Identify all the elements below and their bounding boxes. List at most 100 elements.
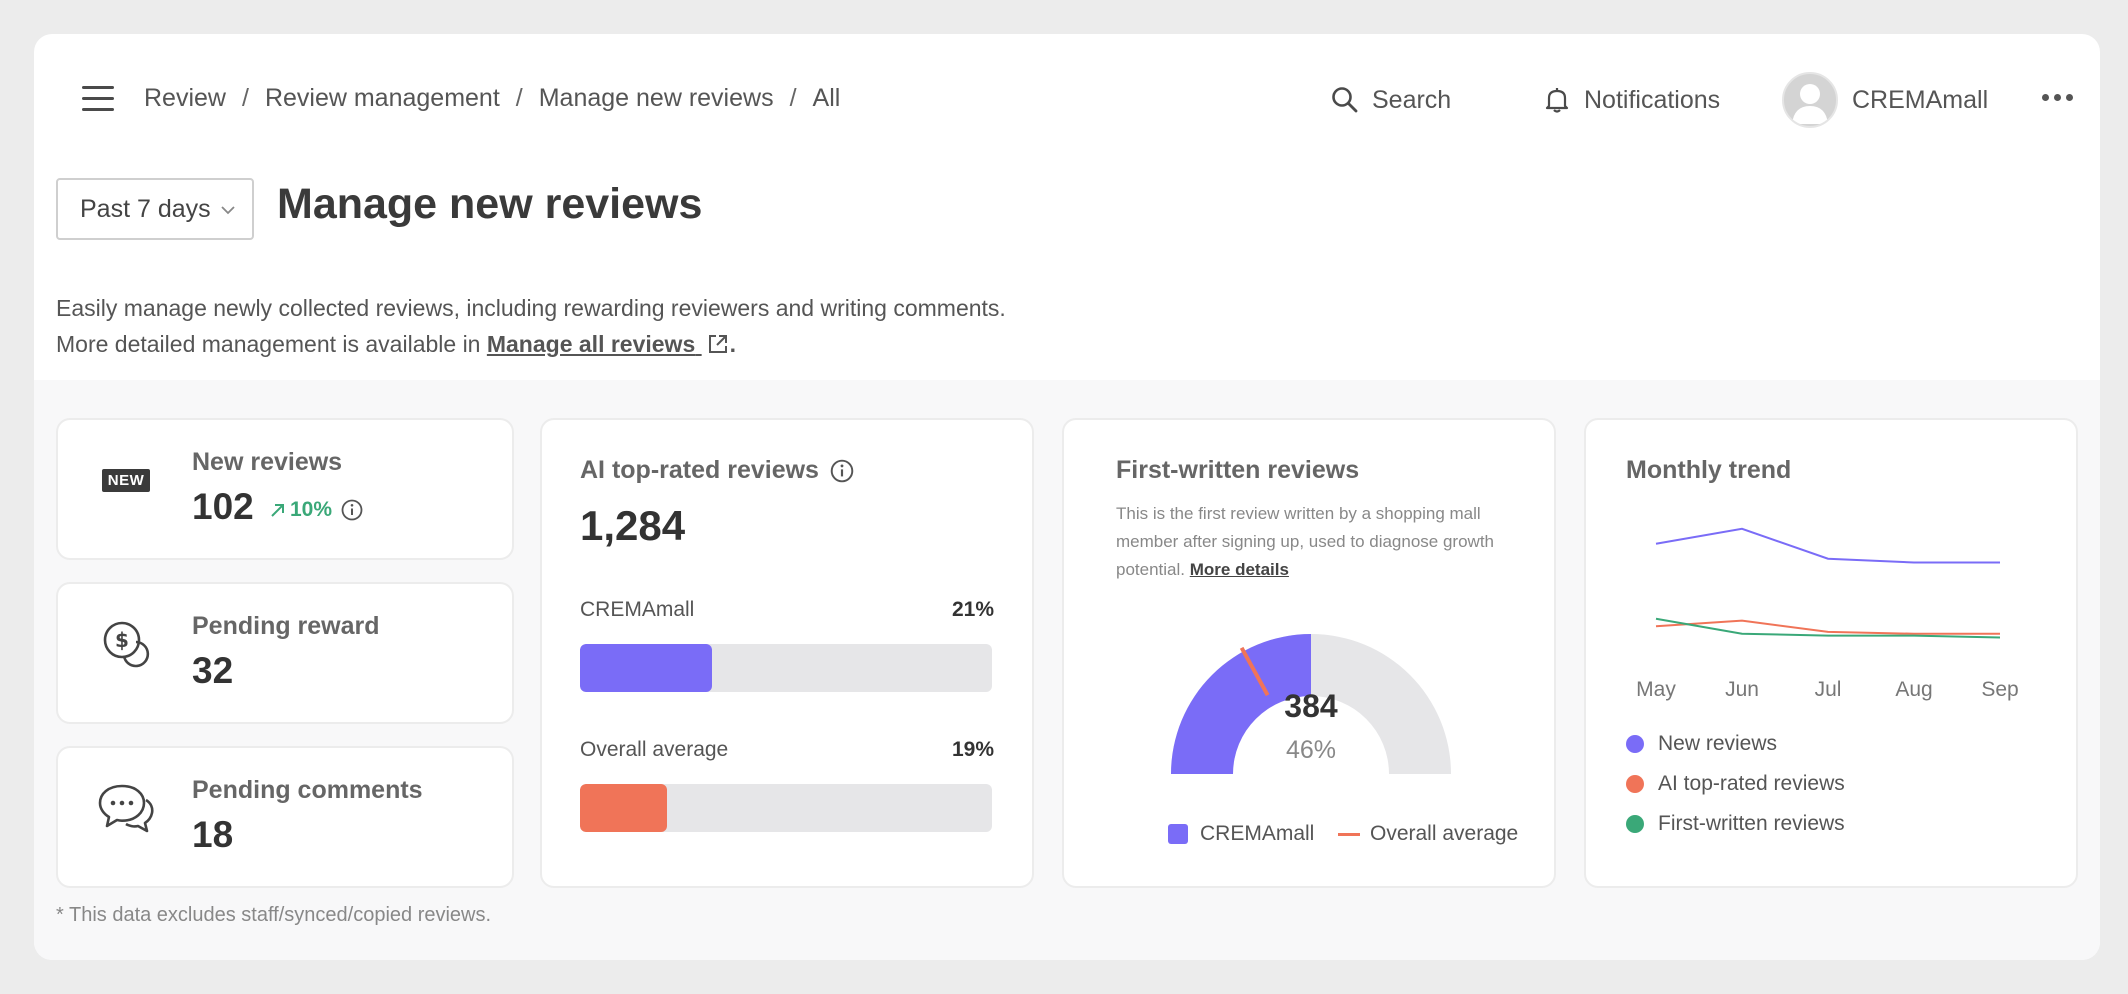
- notifications-label: Notifications: [1584, 85, 1721, 114]
- ai-top-rated-value: 1,284: [580, 502, 686, 549]
- user-name: CREMAmall: [1852, 85, 1989, 114]
- search-button[interactable]: Search: [1330, 80, 1451, 120]
- pending-comments-card[interactable]: Pending comments 18: [56, 746, 514, 888]
- legend-label: CREMAmall: [1200, 822, 1315, 845]
- series-line-3: [1655, 617, 2001, 639]
- breadcrumb-separator: /: [789, 84, 797, 112]
- main-panel: Review / Review management / Manage new …: [34, 34, 2100, 960]
- legend-label: New reviews: [1658, 732, 1778, 755]
- x-tick-label: May: [1636, 678, 1676, 701]
- legend-new-reviews: New reviews: [1626, 732, 1777, 756]
- gauge-legend-mall: CREMAmall: [1168, 822, 1314, 846]
- x-tick-label: Sep: [1981, 678, 2018, 701]
- legend-line: [1338, 832, 1360, 836]
- arrow-up-right-icon: [271, 504, 284, 517]
- ai-card-title-text: AI top-rated reviews: [580, 456, 819, 484]
- chat-bubbles-icon: [98, 784, 154, 833]
- gauge-count: 384: [1284, 688, 1338, 724]
- monthly-trend-chart: May Jun Jul Aug Sep: [1636, 527, 2019, 701]
- bar-track: [580, 644, 992, 692]
- breadcrumb-item-review[interactable]: Review: [144, 84, 226, 112]
- bar-fill-mall: [580, 644, 712, 692]
- coin-icon-box: $: [96, 614, 156, 674]
- description-suffix: .: [729, 331, 737, 357]
- manage-all-reviews-link[interactable]: Manage all reviews: [487, 331, 730, 357]
- chevron-down-icon: [221, 206, 235, 215]
- pending-reward-card[interactable]: $ Pending reward 32: [56, 582, 514, 724]
- more-details-link[interactable]: More details: [1189, 560, 1289, 579]
- trend-value: 10%: [290, 498, 333, 521]
- page-description: Easily manage newly collected reviews, i…: [56, 290, 1006, 362]
- new-badge: NEW: [101, 468, 151, 492]
- pending-reward-label: Pending reward: [192, 612, 380, 640]
- first-written-title: First-written reviews: [1116, 456, 1360, 484]
- bar-label: Overall average: [580, 738, 729, 761]
- first-written-desc-text: This is the first review written by a sh…: [1116, 504, 1495, 579]
- notifications-button[interactable]: Notifications: [1542, 80, 1720, 120]
- gauge-fill-mall: [1171, 634, 1311, 774]
- page-title: Manage new reviews: [277, 180, 703, 228]
- new-reviews-card[interactable]: NEW New reviews 102 10%: [56, 418, 514, 560]
- svg-text:$: $: [115, 628, 129, 652]
- avatar: [1782, 72, 1838, 128]
- bell-icon: [1545, 88, 1569, 113]
- dashboard-area: NEW New reviews 102 10%: [34, 380, 2100, 960]
- pending-reward-value: 32: [192, 650, 234, 691]
- x-tick-label: Jun: [1725, 678, 1759, 701]
- top-bar: Review / Review management / Manage new …: [34, 34, 2100, 164]
- legend-dot: [1626, 815, 1644, 833]
- first-written-card: First-written reviews This is the first …: [1062, 418, 1556, 888]
- breadcrumb-separator: /: [515, 84, 523, 112]
- series-line-1: [1655, 527, 2000, 564]
- gauge-average-marker: [1239, 646, 1270, 697]
- x-tick-label: Aug: [1895, 678, 1932, 701]
- series-line-2: [1655, 619, 2000, 635]
- info-icon[interactable]: [829, 458, 855, 484]
- bar-fill-average: [580, 784, 667, 832]
- legend-label: Overall average: [1370, 822, 1519, 845]
- coin-icon: $: [103, 621, 150, 668]
- ai-top-rated-card: AI top-rated reviews 1,284 CREMAmall 21%…: [540, 418, 1034, 888]
- pending-comments-label: Pending comments: [192, 776, 423, 804]
- legend-first-written: First-written reviews: [1626, 812, 1845, 836]
- legend-label: AI top-rated reviews: [1658, 772, 1845, 795]
- chat-icon-box: [96, 778, 156, 838]
- breadcrumb-item-manage-new-reviews[interactable]: Manage new reviews: [538, 84, 774, 112]
- gauge-percent: 46%: [1285, 736, 1337, 764]
- footnote: * This data excludes staff/synced/copied…: [56, 904, 492, 926]
- new-badge-icon: NEW: [96, 450, 156, 510]
- breadcrumb-separator: /: [241, 84, 249, 112]
- gauge-chart: [1171, 634, 1451, 774]
- legend-ai-top-rated: AI top-rated reviews: [1626, 772, 1845, 796]
- new-reviews-label: New reviews: [192, 448, 343, 476]
- legend-dot: [1626, 775, 1644, 793]
- legend-label: First-written reviews: [1658, 812, 1845, 835]
- period-dropdown[interactable]: Past 7 days: [56, 178, 254, 240]
- x-tick-label: Jul: [1815, 678, 1842, 701]
- new-reviews-value: 102: [192, 486, 254, 527]
- breadcrumb-item-review-management[interactable]: Review management: [264, 84, 500, 112]
- gauge-legend-average: Overall average: [1338, 822, 1518, 846]
- user-silhouette-icon: [1792, 84, 1828, 124]
- bar-track: [580, 784, 992, 832]
- info-icon[interactable]: [340, 498, 364, 522]
- legend-dot: [1626, 735, 1644, 753]
- monthly-trend-card: Monthly trend May Jun Jul Aug Sep New review…: [1584, 418, 2078, 888]
- manage-all-reviews-label: Manage all reviews: [486, 331, 696, 357]
- search-label: Search: [1372, 85, 1452, 114]
- user-menu[interactable]: CREMAmall: [1782, 70, 1988, 130]
- hamburger-menu-icon[interactable]: [82, 86, 116, 112]
- description-line-2: More detailed management is available in…: [56, 326, 1006, 362]
- monthly-trend-title: Monthly trend: [1626, 456, 1792, 484]
- legend-swatch: [1168, 824, 1188, 844]
- new-reviews-trend: 10%: [268, 498, 364, 522]
- pending-comments-value: 18: [192, 814, 234, 855]
- ai-card-title: AI top-rated reviews: [580, 456, 855, 485]
- bar-label: CREMAmall: [580, 598, 695, 621]
- description-prefix: More detailed management is available in: [56, 331, 487, 357]
- breadcrumb-item-all[interactable]: All: [812, 84, 841, 112]
- first-written-description: This is the first review written by a sh…: [1116, 500, 1536, 584]
- external-link-icon: [708, 335, 727, 353]
- bar-percent: 21%: [951, 598, 994, 621]
- more-options-icon[interactable]: [2042, 94, 2073, 101]
